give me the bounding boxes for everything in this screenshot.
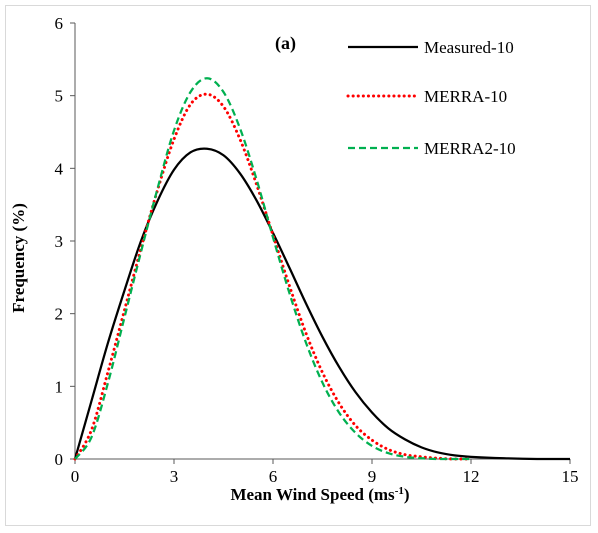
x-axis-title-main: Mean Wind Speed (ms [230,485,395,504]
y-tick-label: 4 [55,159,64,178]
y-tick-label: 2 [55,305,64,324]
series-line-merra-10 [73,92,473,461]
x-tick-label: 3 [170,467,179,486]
legend-label: MERRA2-10 [424,139,516,158]
x-axis-title: Mean Wind Speed (ms-1) [230,485,409,504]
y-tick-label: 1 [55,377,64,396]
x-axis-title-superscript: -1 [395,485,404,497]
series-line-measured-10 [73,147,571,461]
x-tick-label: 6 [269,467,278,486]
x-tick-label: 0 [71,467,80,486]
y-tick-label: 6 [55,14,64,33]
x-tick-label: 12 [463,467,480,486]
chart-frame [5,5,591,526]
series-line-merra2-10 [74,77,471,461]
x-tick-label: 15 [562,467,579,486]
panel-label: (a) [275,33,296,54]
y-tick-label: 0 [55,450,64,469]
legend-label: MERRA-10 [424,87,507,106]
series-layer [73,77,571,461]
y-tick-label: 5 [55,87,64,106]
chart-legend: Measured-10 MERRA-10 MERRA2-10 [346,38,516,158]
y-axis-title: Frequency (%) [9,203,28,313]
y-tick-label: 3 [55,232,64,251]
legend-label: Measured-10 [424,38,514,57]
x-tick-label: 9 [368,467,377,486]
x-axis-title-end: ) [404,485,410,504]
